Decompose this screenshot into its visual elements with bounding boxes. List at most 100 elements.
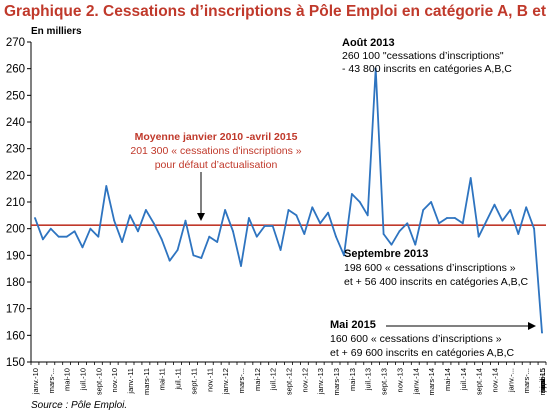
data-point — [327, 211, 330, 214]
x-tick-label: sept.-14 — [475, 368, 484, 395]
x-tick-label: mars-... — [47, 368, 56, 393]
x-tick-label: nov.-10 — [110, 368, 119, 392]
data-point — [525, 206, 528, 209]
annotation-may2015-title: Mai 2015 — [330, 319, 376, 331]
data-point — [81, 246, 84, 249]
annotation-sep2013-line2: et + 56 400 inscrits en catégories A,B,C — [344, 276, 529, 288]
data-point — [398, 230, 401, 233]
x-tick-label: mai-13 — [348, 368, 357, 391]
annotation-may2015-line1: 160 600 « cessations d’inscriptions » — [330, 333, 502, 345]
data-point — [303, 233, 306, 235]
data-point — [129, 214, 131, 217]
x-tick-label: janv.-10 — [31, 368, 40, 395]
y-tick-label: 160 — [6, 330, 25, 342]
data-point — [366, 214, 369, 217]
data-series-line — [34, 67, 543, 333]
x-tick-label: nov.-11 — [205, 368, 214, 392]
x-tick-label: mars-14 — [427, 368, 436, 396]
unit-label: En milliers — [31, 26, 82, 37]
annotation-aug2013: Août 2013 260 100 "cessations d’inscript… — [342, 37, 512, 75]
data-point — [121, 241, 124, 243]
data-point — [49, 227, 52, 230]
data-point — [192, 254, 195, 257]
chart-title: Graphique 2. Cessations d’inscriptions à… — [4, 3, 550, 20]
x-tick-label: sept.-10 — [94, 368, 103, 395]
data-point — [89, 227, 92, 230]
annotation-sep2013: Septembre 2013 198 600 « cessations d’in… — [344, 248, 529, 288]
data-point — [350, 193, 353, 195]
x-tick-label: mai-14 — [443, 368, 452, 391]
data-point — [34, 217, 36, 219]
data-point — [382, 233, 385, 235]
data-point — [422, 209, 425, 211]
data-point — [113, 219, 116, 222]
y-tick-label: 180 — [6, 277, 25, 289]
data-point — [414, 243, 417, 246]
x-tick-label: janv.-13 — [316, 368, 325, 395]
x-tick-label: mars-13 — [332, 368, 341, 396]
data-point — [271, 225, 274, 227]
x-tick-label: juil.-11 — [174, 368, 183, 391]
data-point — [176, 249, 179, 251]
annotation-average-title: Moyenne janvier 2010 -avril 2015 — [135, 131, 298, 143]
data-point — [438, 222, 440, 225]
x-tick-label: mars-11 — [142, 368, 151, 395]
data-point — [335, 235, 337, 238]
data-point — [263, 225, 266, 227]
data-point — [105, 185, 108, 187]
y-tick-label: 210 — [6, 197, 25, 209]
y-tick-label: 270 — [6, 37, 25, 49]
data-point — [509, 209, 512, 211]
data-point — [477, 235, 480, 238]
annotation-average-line2: pour défaut d’actualisation — [155, 159, 278, 171]
data-point — [287, 209, 290, 211]
x-tick-label: juil.-10 — [79, 368, 88, 391]
data-point — [144, 209, 147, 211]
y-tick-label: 250 — [6, 90, 25, 102]
x-tick-label: janv.-14 — [411, 368, 420, 395]
y-tick-label: 230 — [6, 144, 25, 156]
y-tick-label: 200 — [6, 224, 25, 236]
annotation-aug2013-line2: - 43 800 inscrits en catégories A,B,C — [342, 63, 512, 75]
x-tick-label: mai-11 — [158, 368, 167, 390]
x-tick-label: juil.-14 — [459, 368, 468, 391]
y-tick-label: 150 — [6, 357, 25, 369]
x-tick-label: nov.-12 — [300, 368, 309, 392]
data-point — [469, 177, 472, 179]
data-point — [73, 230, 76, 233]
x-tick-label: sept.-... — [538, 368, 547, 393]
data-point — [160, 238, 163, 241]
y-tick-label: 170 — [6, 304, 25, 316]
data-point — [247, 217, 250, 219]
data-point — [41, 238, 44, 241]
x-tick-label: mars-15 — [538, 368, 547, 396]
data-point — [406, 222, 409, 225]
data-point — [216, 241, 219, 243]
data-point — [390, 243, 393, 246]
y-tick-label: 260 — [6, 64, 25, 76]
data-point — [224, 209, 227, 211]
plot-area — [31, 67, 546, 334]
data-point — [430, 201, 433, 203]
x-tick-label: janv.-11 — [126, 368, 135, 395]
data-point — [184, 219, 187, 222]
y-tick-label: 220 — [6, 170, 25, 182]
data-point — [319, 222, 322, 225]
data-point — [240, 265, 242, 267]
data-point — [461, 222, 464, 225]
x-tick-label: sept.-13 — [380, 368, 389, 395]
data-point — [295, 214, 298, 217]
x-tick-label: janv.-... — [538, 368, 547, 393]
x-tick-label: janv.-... — [506, 368, 515, 393]
x-tick-label: nov.-13 — [395, 368, 404, 392]
data-point — [501, 219, 504, 222]
data-point — [493, 203, 496, 206]
y-tick-label: 190 — [6, 250, 25, 262]
annotation-sep2013-title: Septembre 2013 — [344, 248, 428, 260]
y-tick-label: 240 — [6, 117, 25, 129]
data-point — [533, 227, 536, 230]
data-point — [446, 217, 448, 219]
data-point — [168, 259, 171, 262]
x-tick-label: janv.-12 — [221, 368, 230, 395]
